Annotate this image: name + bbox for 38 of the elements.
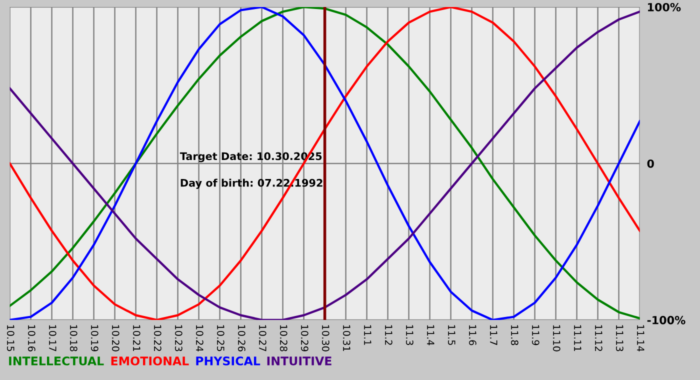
x-tick-label: 11.9 (532, 325, 540, 346)
x-tick-label: 11.11 (574, 325, 582, 352)
x-tick-label: 11.1 (364, 325, 372, 345)
x-tick-label: 10.15 (6, 325, 14, 352)
x-tick-label: 11.14 (637, 325, 644, 352)
x-tick-label: 10.23 (174, 325, 182, 352)
x-tick-label: 10.28 (280, 325, 288, 352)
x-tick-label: 10.19 (90, 325, 98, 352)
x-tick-label: 11.7 (490, 325, 498, 345)
x-tick-label: 11.12 (595, 325, 602, 351)
x-tick-label: 10.31 (342, 325, 350, 352)
x-tick-label: 10.29 (300, 325, 308, 352)
x-tick-label: 10.18 (70, 325, 78, 352)
y-tick-label: 0 (647, 159, 654, 168)
x-tick-label: 11.5 (448, 325, 456, 345)
x-tick-label: 10.25 (216, 325, 224, 352)
x-tick-label: 10.20 (112, 325, 120, 352)
x-tick-label: 11.10 (552, 325, 560, 352)
x-tick-label: 11.6 (468, 325, 476, 346)
x-tick-label: 11.13 (616, 325, 624, 352)
x-tick-label: 10.17 (48, 325, 56, 352)
x-tick-label: 10.27 (258, 325, 266, 352)
x-tick-label: 10.24 (196, 325, 204, 352)
x-tick-label: 11.3 (406, 325, 414, 345)
y-tick-label: 100% (648, 2, 681, 12)
x-tick-label: 10.26 (238, 325, 246, 352)
x-tick-label: 10.22 (154, 325, 162, 351)
x-tick-label: 11.8 (510, 325, 518, 346)
x-tick-label: 10.30 (322, 325, 330, 352)
x-tick-label: 10.21 (132, 325, 140, 352)
text: INTUITIVE (267, 356, 332, 366)
text: PHYSICAL (196, 356, 260, 366)
x-tick-label: 11.2 (385, 325, 392, 345)
y-tick-label: -100% (647, 316, 686, 324)
text: EMOTIONAL (111, 356, 189, 366)
x-tick-label: 11.4 (427, 325, 434, 346)
text: INTELLECTUAL (9, 356, 104, 366)
x-tick-label: 10.16 (28, 325, 36, 352)
